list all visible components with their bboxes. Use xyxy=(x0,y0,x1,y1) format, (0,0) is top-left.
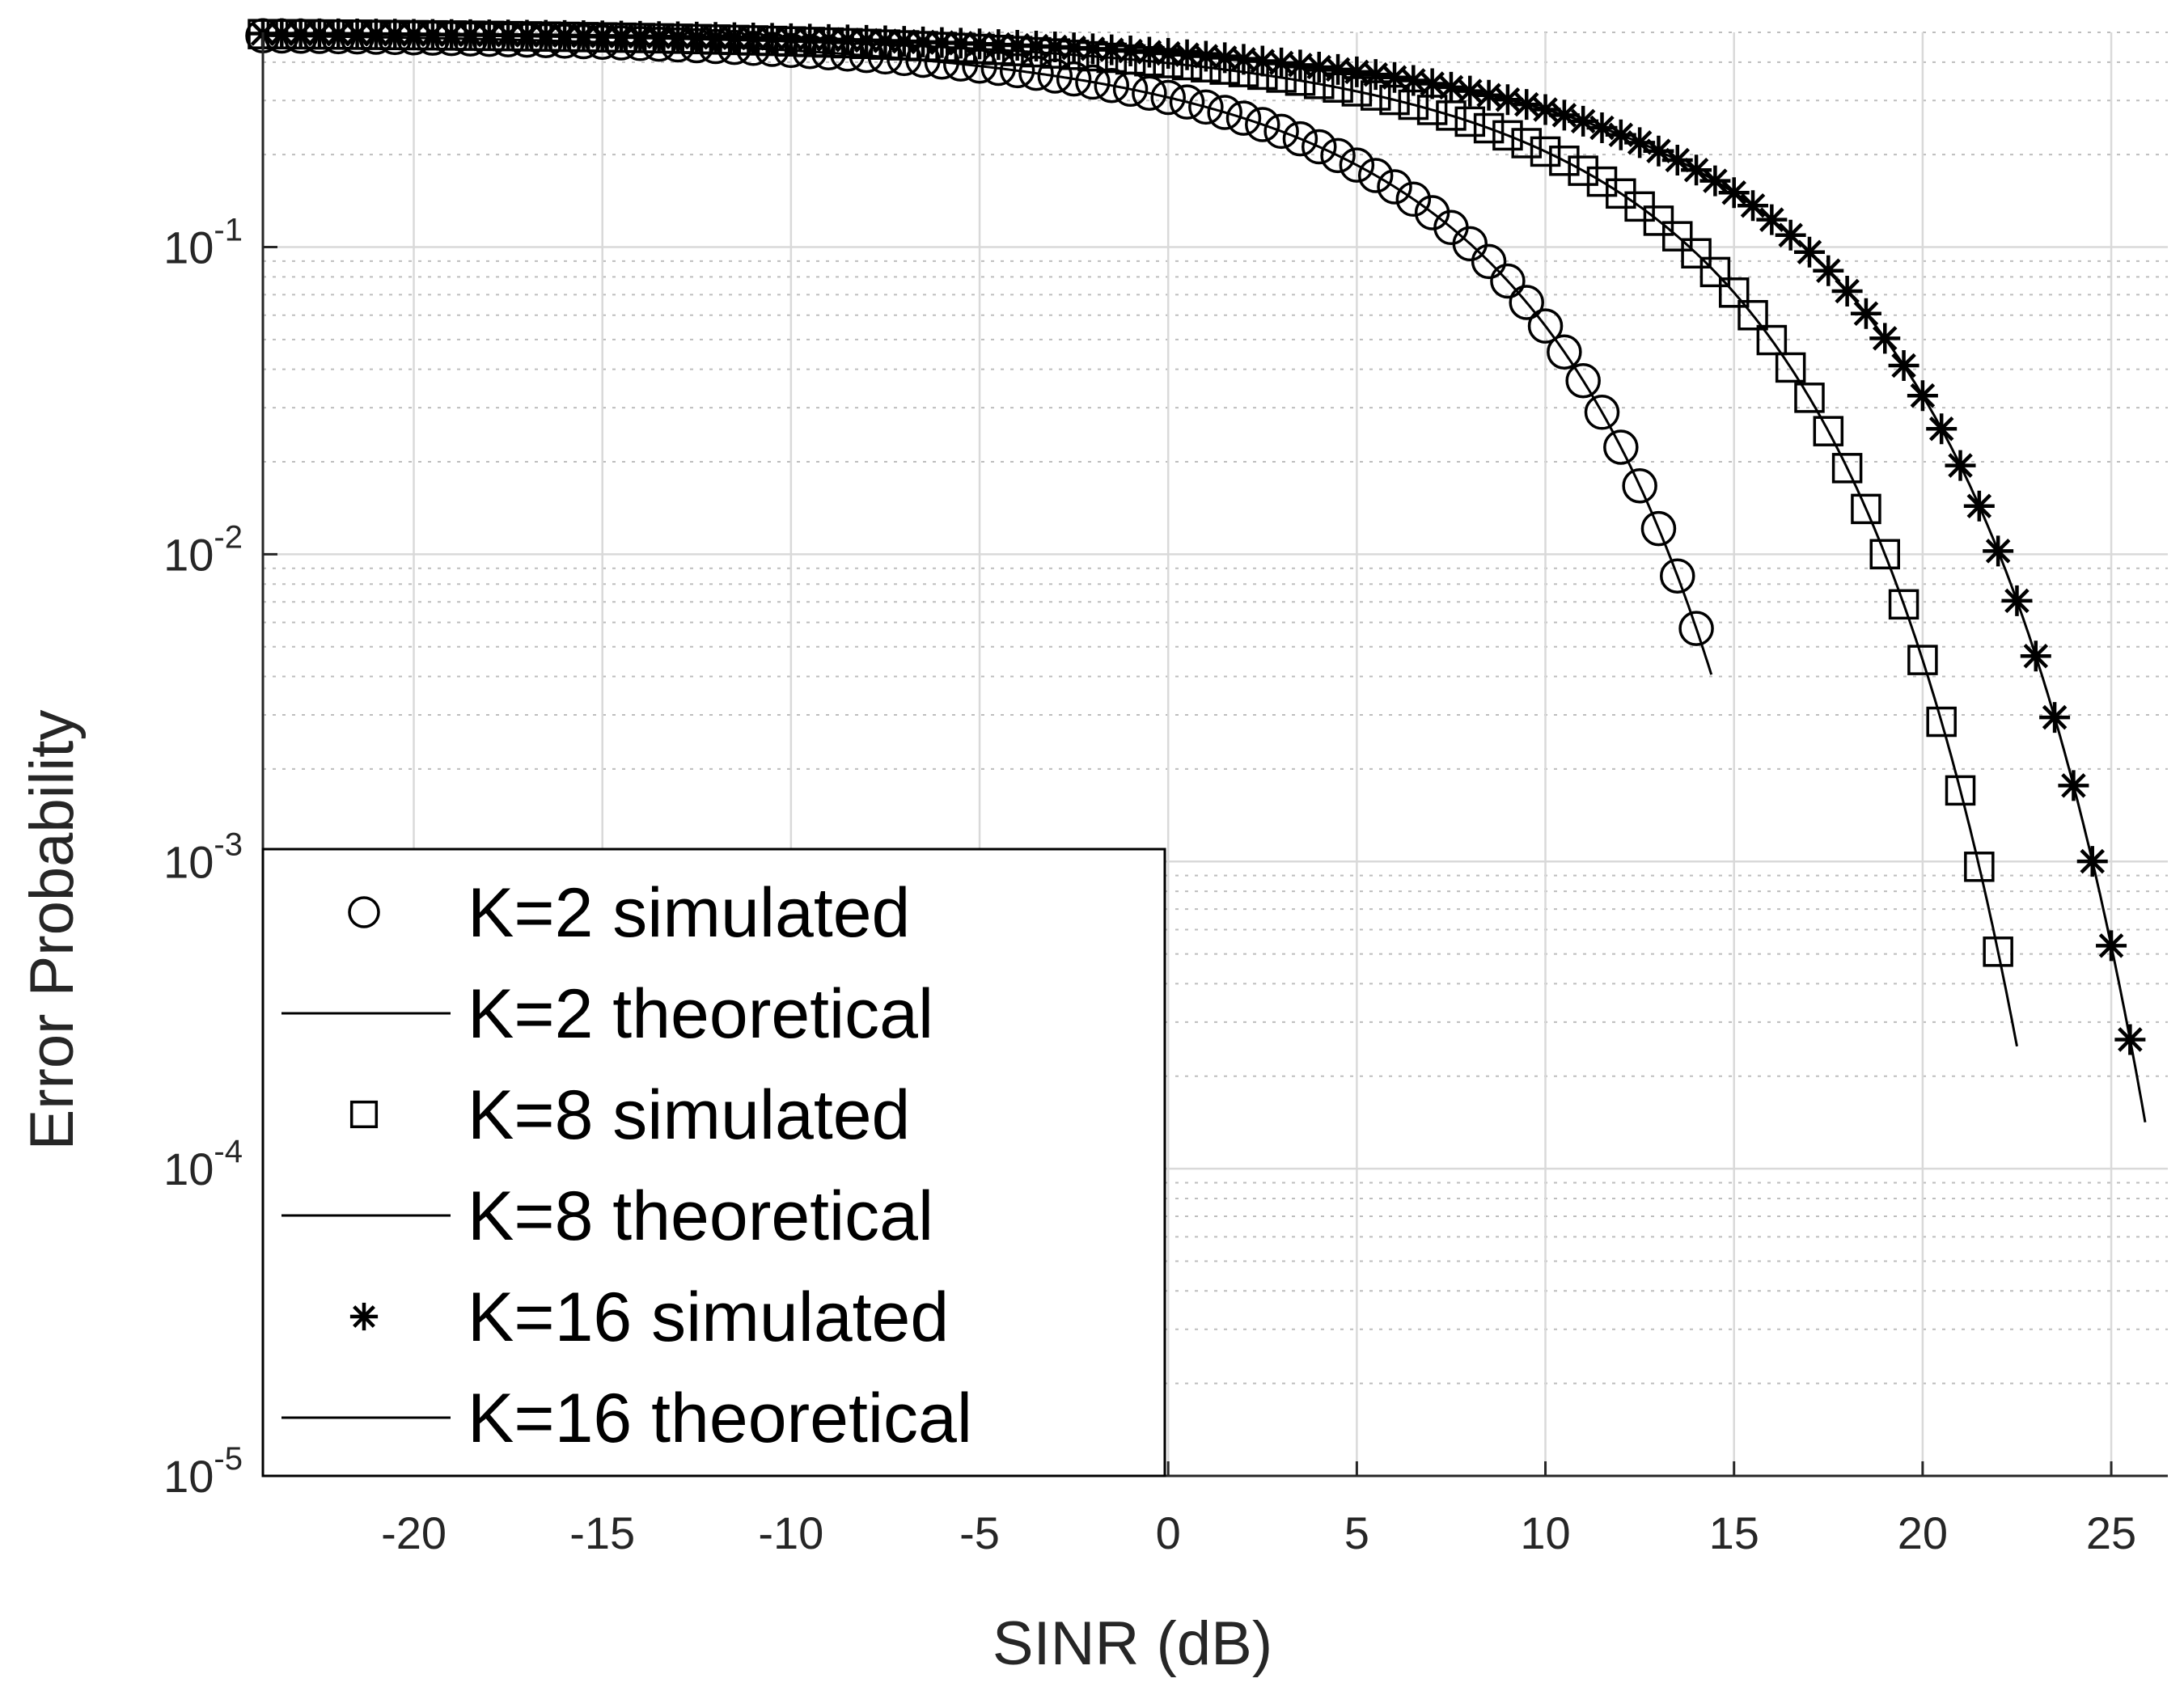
data-point xyxy=(1527,308,1564,344)
y-axis-label: Error Probability xyxy=(18,710,87,1151)
data-point xyxy=(1132,75,1167,111)
y-tick-label: 10-3 xyxy=(163,826,243,887)
legend-item: K=2 simulated xyxy=(348,874,910,952)
x-tick-label: 15 xyxy=(1709,1507,1759,1558)
x-tick-label: 25 xyxy=(2086,1507,2136,1558)
x-tick-label: -20 xyxy=(381,1507,447,1558)
legend-label: K=8 theoretical xyxy=(468,1177,933,1255)
y-tick-label: 10-1 xyxy=(163,213,243,273)
data-point xyxy=(1339,147,1375,183)
x-tick-label: -5 xyxy=(959,1507,1000,1558)
data-point xyxy=(1471,243,1507,280)
legend-marker-square xyxy=(349,1100,379,1129)
x-tick-labels: -20 -15 -10 -5 0 5 10 15 20 25 xyxy=(381,1507,2136,1558)
data-point xyxy=(1547,334,1582,370)
data-point xyxy=(1603,429,1639,465)
data-point xyxy=(1377,169,1412,205)
legend-label: K=2 theoretical xyxy=(468,975,933,1053)
data-point xyxy=(1452,226,1488,262)
y-tick-labels: 10-5 10-4 10-3 10-2 10-1 xyxy=(163,213,243,1502)
data-point xyxy=(1888,589,1919,620)
series-line-k-16-theoretical xyxy=(263,32,2147,1123)
x-tick-label: 10 xyxy=(1520,1507,1570,1558)
data-point xyxy=(1945,775,1976,806)
data-point xyxy=(1075,64,1111,100)
legend-item: K=16 simulated xyxy=(349,1279,949,1356)
data-point xyxy=(1643,205,1674,236)
legend-label: K=16 theoretical xyxy=(468,1380,972,1457)
legend-label: K=16 simulated xyxy=(468,1279,949,1356)
x-tick-label: 20 xyxy=(1898,1507,1948,1558)
data-point xyxy=(1530,136,1561,167)
legend-label: K=8 simulated xyxy=(468,1076,910,1154)
data-point xyxy=(1869,539,1900,570)
legend-marker-asterisk xyxy=(349,1302,379,1331)
legend-item: K=2 theoretical xyxy=(281,975,933,1053)
data-point xyxy=(1640,510,1677,547)
data-point xyxy=(1549,146,1580,176)
y-tick-label: 10-5 xyxy=(163,1441,243,1502)
data-point xyxy=(1775,352,1806,383)
x-tick-label: 5 xyxy=(1344,1507,1369,1558)
data-point xyxy=(1492,120,1523,151)
data-point xyxy=(1718,277,1750,308)
data-point xyxy=(1225,100,1262,136)
data-point xyxy=(1263,113,1299,150)
data-point xyxy=(1568,155,1598,186)
data-point xyxy=(1395,181,1432,218)
data-point xyxy=(1678,611,1714,646)
data-point xyxy=(1926,706,1957,738)
data-point xyxy=(1320,137,1356,174)
data-point xyxy=(1699,256,1731,288)
x-axis-label: SINR (dB) xyxy=(993,1609,1272,1678)
data-point xyxy=(1851,493,1881,525)
data-point xyxy=(1907,645,1938,675)
data-point xyxy=(1565,362,1601,399)
data-point xyxy=(1301,129,1337,165)
data-point xyxy=(1737,300,1768,331)
legend-marker-circle xyxy=(348,896,380,928)
data-point xyxy=(1169,84,1205,120)
minor-grid xyxy=(263,32,2168,1385)
data-point xyxy=(1511,128,1542,159)
y-tick-label: 10-2 xyxy=(163,519,243,580)
data-point xyxy=(1794,383,1825,413)
legend-item: K=8 simulated xyxy=(349,1076,910,1154)
legend-item: K=8 theoretical xyxy=(281,1177,933,1255)
legend-item: K=16 theoretical xyxy=(281,1380,972,1457)
legend-label: K=2 simulated xyxy=(468,874,910,952)
data-point xyxy=(1983,936,2013,967)
data-point xyxy=(1188,89,1224,125)
data-point xyxy=(1150,79,1186,116)
x-tick-label: -15 xyxy=(569,1507,635,1558)
data-point xyxy=(1964,852,1995,882)
data-point xyxy=(1622,468,1657,504)
data-point xyxy=(1454,106,1486,137)
data-point xyxy=(1207,95,1242,130)
x-tick-label: -10 xyxy=(758,1507,823,1558)
data-point xyxy=(1756,324,1788,356)
legend-box xyxy=(261,848,1166,1478)
data-point xyxy=(1245,107,1280,142)
data-point xyxy=(1357,158,1394,193)
legend: K=2 simulated K=2 theoretical K=8 simulate… xyxy=(261,848,1166,1478)
data-point xyxy=(1813,416,1844,446)
y-tick-label: 10-4 xyxy=(163,1134,243,1194)
data-point xyxy=(1831,453,1863,484)
data-point xyxy=(1490,263,1526,299)
data-point xyxy=(1473,112,1505,144)
data-point xyxy=(1094,68,1130,104)
data-point xyxy=(1662,221,1693,252)
x-tick-label: 0 xyxy=(1156,1507,1181,1558)
series-layer xyxy=(245,18,2147,1123)
data-point xyxy=(1282,120,1318,157)
data-point xyxy=(1660,558,1695,594)
data-point xyxy=(1509,285,1544,320)
data-point xyxy=(1681,238,1712,268)
data-point xyxy=(1584,395,1620,430)
data-point xyxy=(1586,166,1618,197)
